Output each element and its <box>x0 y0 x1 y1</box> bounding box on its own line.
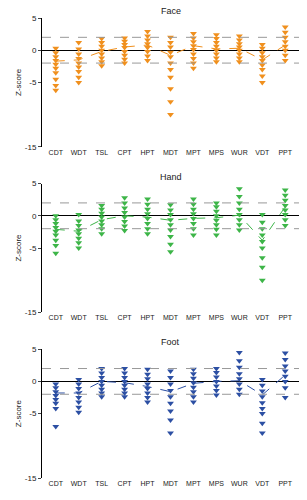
svg-text:MPS: MPS <box>209 480 225 487</box>
svg-text:HPT: HPT <box>141 314 156 321</box>
svg-text:MPS: MPS <box>209 314 225 321</box>
svg-text:MPT: MPT <box>186 149 202 156</box>
svg-text:TSL: TSL <box>95 149 108 156</box>
svg-text:5: 5 <box>32 179 37 188</box>
svg-text:CPT: CPT <box>118 314 133 321</box>
svg-text:MPT: MPT <box>186 480 202 487</box>
svg-text:WDT: WDT <box>71 149 88 156</box>
svg-text:MDT: MDT <box>163 480 179 487</box>
svg-text:CDT: CDT <box>49 149 64 156</box>
svg-text:MDT: MDT <box>163 149 179 156</box>
svg-text:Z-score: Z-score <box>14 234 23 262</box>
svg-text:WUR: WUR <box>231 314 248 321</box>
svg-text:-5: -5 <box>29 244 37 253</box>
svg-text:HPT: HPT <box>141 149 156 156</box>
svg-text:CDT: CDT <box>49 480 64 487</box>
svg-text:-15: -15 <box>25 474 37 483</box>
svg-text:VDT: VDT <box>255 149 270 156</box>
svg-text:TSL: TSL <box>95 314 108 321</box>
svg-text:PPT: PPT <box>278 480 292 487</box>
svg-text:CDT: CDT <box>49 314 64 321</box>
svg-text:0: 0 <box>32 212 37 221</box>
svg-text:Z-score: Z-score <box>14 399 23 427</box>
svg-text:MPS: MPS <box>209 149 225 156</box>
svg-text:WUR: WUR <box>231 480 248 487</box>
svg-text:PPT: PPT <box>278 149 292 156</box>
svg-text:-15: -15 <box>25 308 37 317</box>
svg-text:Foot: Foot <box>161 337 180 347</box>
svg-text:WUR: WUR <box>231 149 248 156</box>
svg-text:TSL: TSL <box>95 480 108 487</box>
svg-text:0: 0 <box>32 377 37 386</box>
svg-text:VDT: VDT <box>255 314 270 321</box>
svg-text:5: 5 <box>32 14 37 23</box>
svg-text:HPT: HPT <box>141 480 156 487</box>
svg-text:VDT: VDT <box>255 480 270 487</box>
svg-text:WDT: WDT <box>71 480 88 487</box>
svg-text:PPT: PPT <box>278 314 292 321</box>
svg-text:CPT: CPT <box>118 149 133 156</box>
svg-text:CPT: CPT <box>118 480 133 487</box>
svg-text:WDT: WDT <box>71 314 88 321</box>
svg-text:Hand: Hand <box>160 172 182 182</box>
svg-text:Z-score: Z-score <box>14 68 23 96</box>
svg-text:MDT: MDT <box>163 314 179 321</box>
svg-text:Face: Face <box>161 6 181 16</box>
svg-text:MPT: MPT <box>186 314 202 321</box>
svg-text:-5: -5 <box>29 409 37 418</box>
svg-text:-15: -15 <box>25 143 37 152</box>
svg-text:5: 5 <box>32 345 37 354</box>
svg-text:0: 0 <box>32 46 37 55</box>
svg-text:-5: -5 <box>29 78 37 87</box>
